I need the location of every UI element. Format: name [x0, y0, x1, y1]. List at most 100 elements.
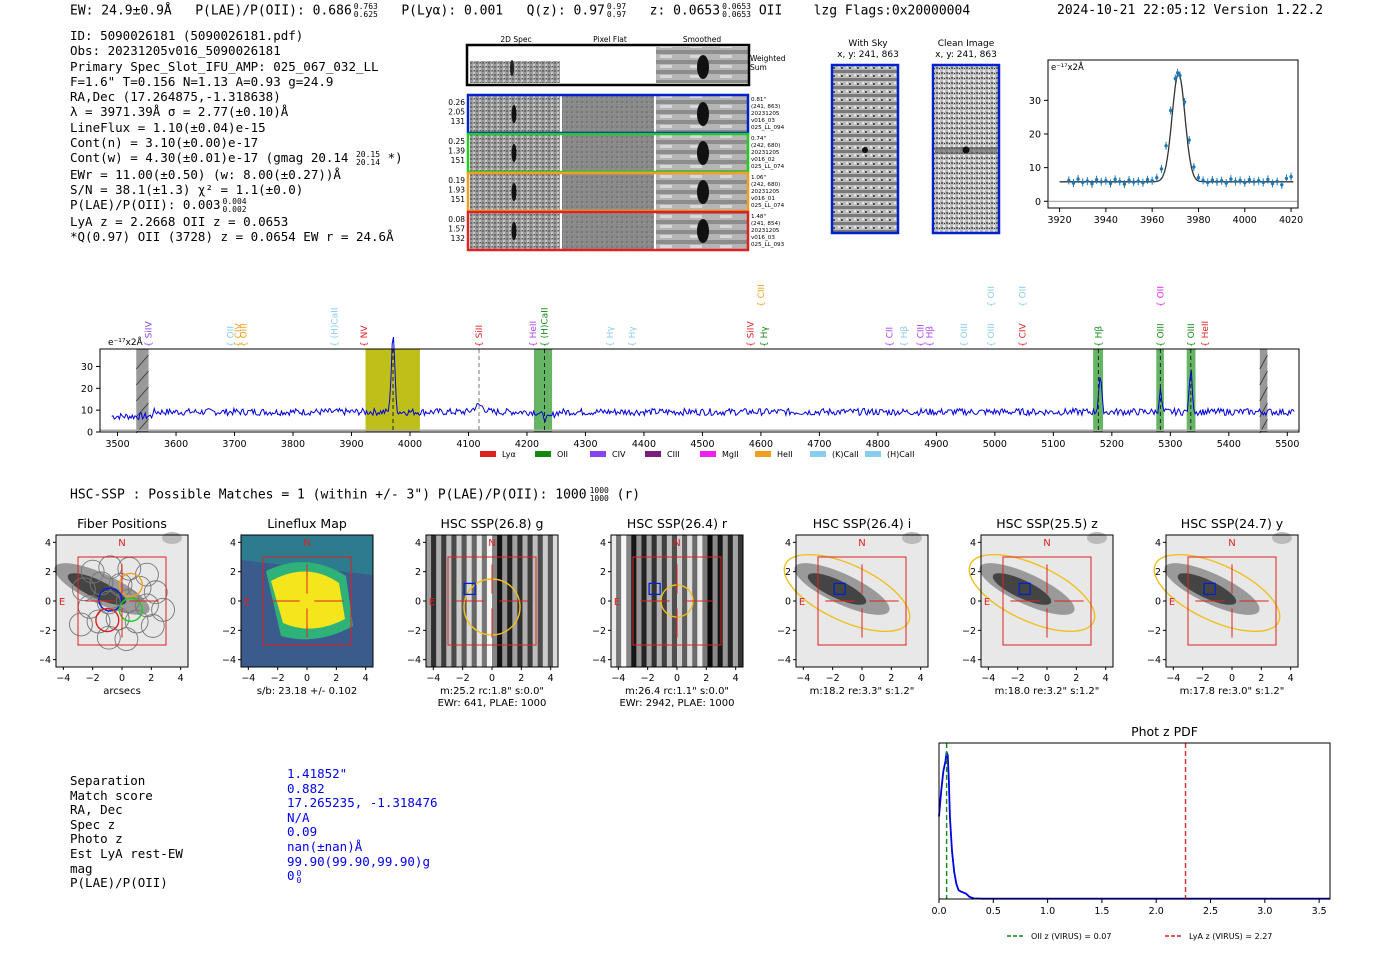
legend-label: (K)CaII	[832, 450, 859, 459]
fiber	[124, 609, 149, 634]
lineflux-peak	[271, 571, 345, 629]
y-tick-label: −4	[962, 655, 976, 666]
y-tick-label: 4	[45, 538, 51, 549]
cutout-left-label: 0.25	[448, 137, 465, 146]
x-tick-label: 5200	[1100, 439, 1124, 450]
x-tick-label: −4	[241, 673, 255, 684]
match-value: nan(±nan)Å	[287, 838, 363, 854]
x-tick-label: 3960	[1140, 215, 1164, 226]
data-point	[1164, 144, 1168, 148]
stripe	[621, 535, 627, 667]
match-label: Separation	[70, 773, 146, 788]
stripe	[717, 535, 724, 667]
x-tick-label: 4500	[690, 439, 714, 450]
panel-title: Lineflux Map	[267, 516, 347, 531]
cutout-flat	[562, 96, 654, 132]
plot-frame	[938, 742, 1331, 900]
x-tick-label: 4900	[924, 439, 948, 450]
x-tick-label: 0	[859, 673, 865, 684]
x-tick-label: −4	[1166, 673, 1180, 684]
line-label: { OII	[226, 326, 236, 347]
header-qz-hi: 0.97	[606, 2, 627, 11]
match-value: 99.90(99.90,99.90)g	[287, 853, 430, 869]
line-label: { (H)CaII	[541, 308, 551, 348]
legend-swatch	[480, 451, 496, 457]
header-plae: P(LAE)/P(OII): 0.686	[195, 3, 352, 19]
x-tick-label: 0	[304, 673, 310, 684]
match-marker	[833, 582, 846, 596]
y-tick-label: −2	[407, 626, 421, 637]
header-qz-lo: 0.97	[606, 10, 627, 19]
col-header-flat: Pixel Flat	[593, 35, 627, 44]
info-cont-w: Cont(w) = 4.30(±0.01)e-17 (gmag 20.14	[70, 150, 349, 166]
line-label: { OIII	[1156, 323, 1166, 347]
cutout-right-label: 20231205	[751, 228, 780, 234]
stripe	[547, 535, 554, 667]
stripe	[532, 535, 539, 667]
cutout-left-label: 1.39	[448, 147, 465, 156]
line-label: { SiII	[475, 325, 485, 347]
info-plae-lo: 0.002	[222, 204, 247, 214]
fiber-highlight	[98, 587, 123, 612]
x-tick-label: 4	[178, 673, 184, 684]
x-tick-label: 4	[363, 673, 369, 684]
model-curve	[1059, 72, 1294, 183]
hatch-line	[1259, 354, 1268, 370]
y-tick-label: 10	[81, 406, 93, 417]
data-point	[1256, 179, 1261, 183]
data-point	[1104, 179, 1108, 183]
stripe	[431, 535, 437, 667]
match-label: RA, Dec	[70, 802, 123, 818]
stripe	[436, 535, 442, 667]
info-line: F=1.6" T=0.156 N=1.13 A=0.93 g=24.9	[70, 73, 334, 89]
x-tick-label: 4700	[807, 439, 831, 450]
data-point	[1192, 165, 1196, 169]
match-label: Est LyA rest-EW	[70, 845, 183, 861]
x-tick-label: 2	[1258, 673, 1264, 684]
north-label: N	[303, 538, 310, 549]
header-bar: EW: 24.9±0.9Å P(LAE)/P(OII): 0.686 0.763 0…	[70, 3, 970, 19]
data-point	[1187, 138, 1191, 142]
panel-title: HSC SSP(26.4) r	[627, 516, 728, 531]
y-tick-label: 0	[785, 597, 791, 608]
line-label: { NV	[360, 325, 370, 347]
data-point	[1071, 181, 1076, 185]
data-point	[1238, 178, 1242, 183]
x-tick-label: 1.5	[1094, 906, 1109, 917]
x-tick-label: 3980	[1186, 215, 1210, 226]
y-tick-label: 30	[1029, 96, 1041, 107]
cutout-left-label: 0.26	[448, 98, 465, 107]
legend-swatch	[755, 451, 771, 457]
info-line: λ = 3971.39Å σ = 2.77(±0.10)Å	[70, 104, 289, 120]
panel-caption: EWr: 2942, PLAE: 1000	[619, 698, 734, 709]
star	[1087, 532, 1107, 544]
data-point	[1122, 182, 1127, 186]
legend-swatch	[700, 451, 716, 457]
cutout-source	[511, 222, 517, 240]
stripe	[446, 535, 452, 667]
x-tick-label: 4	[1103, 673, 1109, 684]
y-tick-label: 20	[81, 384, 93, 395]
panel-title: Fiber Positions	[77, 516, 167, 531]
olive-band	[365, 349, 420, 432]
panel-caption: m:26.4 rc:1.1" s:0.0"	[625, 686, 729, 697]
panel-title: HSC SSP(25.5) z	[996, 516, 1098, 531]
cutout-left-label: 1.57	[448, 225, 465, 234]
cutout-right-label: v016_03	[751, 235, 775, 241]
x-tick-label: 4800	[866, 439, 890, 450]
data-point	[1289, 175, 1293, 179]
header-flags: lzg Flags:0x20000004	[813, 3, 971, 19]
aperture-ellipse	[783, 553, 911, 633]
hsc-panel: HSC SSP(26.8) g N E 4 2 0 −2 −4 −4 −2 0 2 4 m:25.2 rc…	[407, 516, 559, 709]
x-tick-label: 4400	[632, 439, 656, 450]
line-label: { CIV	[234, 322, 244, 347]
x-tick-label: 5000	[983, 439, 1007, 450]
panel-caption: m:18.2 re:3.3" s:1.2"	[810, 686, 915, 697]
cutout-right-label: 025_LL_074	[751, 203, 785, 209]
data-point	[1085, 179, 1090, 183]
y-axis-label: e⁻¹⁷x2Å	[1051, 61, 1084, 73]
stripe	[542, 535, 549, 667]
